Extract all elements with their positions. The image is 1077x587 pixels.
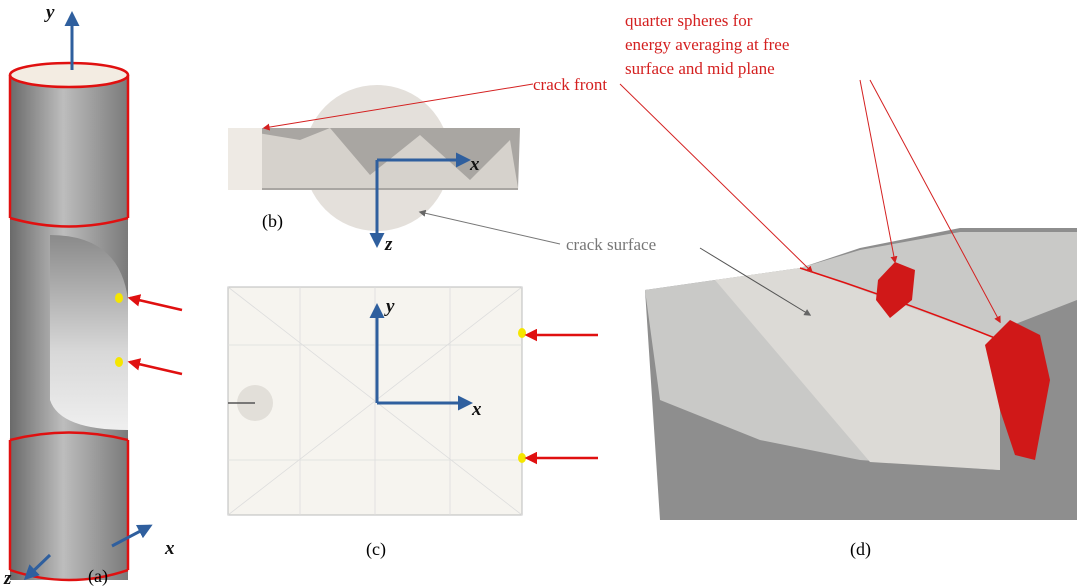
axis-arrow xyxy=(111,524,153,548)
leader-line xyxy=(262,83,534,131)
crack-surface xyxy=(715,268,1000,470)
panel-label: (d) xyxy=(850,539,871,560)
load-point xyxy=(115,357,123,367)
leader-line xyxy=(859,79,898,264)
panel-label: (a) xyxy=(88,566,108,587)
load-arrow xyxy=(127,294,183,312)
leader-line xyxy=(619,83,814,273)
annotations: crack front quarter spheres for energy a… xyxy=(262,11,1001,324)
mesh-lines xyxy=(227,286,523,516)
panel-label: (b) xyxy=(262,211,283,232)
axis-label: x xyxy=(164,538,175,559)
annotation: energy averaging at free xyxy=(625,35,789,54)
leader-line xyxy=(699,247,812,316)
load-point xyxy=(115,293,123,303)
quarter-sphere xyxy=(985,320,1050,460)
leader-line xyxy=(869,79,1001,324)
red-edge xyxy=(9,568,129,582)
annotation: crack surface xyxy=(566,235,656,254)
red-edge xyxy=(9,431,129,442)
axis-arrow xyxy=(23,553,52,581)
load-point xyxy=(518,453,526,463)
leader-line xyxy=(418,209,561,245)
panel-d: (d) xyxy=(645,228,1077,560)
axis-label: z xyxy=(3,568,12,587)
load-point xyxy=(518,328,526,338)
mesh-facets xyxy=(240,128,518,188)
annotation: quarter spheres for xyxy=(625,11,753,30)
axis-label: x xyxy=(469,154,480,175)
load-arrow xyxy=(127,358,183,376)
panel-b: x z (b) xyxy=(228,85,520,255)
axis-label: y xyxy=(44,2,55,23)
refined-region xyxy=(228,128,262,190)
panel-c: y x (c) xyxy=(227,286,598,560)
panel-label: (c) xyxy=(366,539,386,560)
axis-label: x xyxy=(471,399,482,420)
top-face xyxy=(8,61,130,89)
axis-label: z xyxy=(384,234,393,255)
quarter-sphere xyxy=(876,262,915,318)
annotation: surface and mid plane xyxy=(625,59,775,78)
annotation: crack front xyxy=(533,75,607,94)
notch-surface xyxy=(50,235,128,430)
axis-label: y xyxy=(384,296,395,317)
red-edge xyxy=(9,216,129,228)
panel-a: y x z (a) xyxy=(3,2,183,587)
